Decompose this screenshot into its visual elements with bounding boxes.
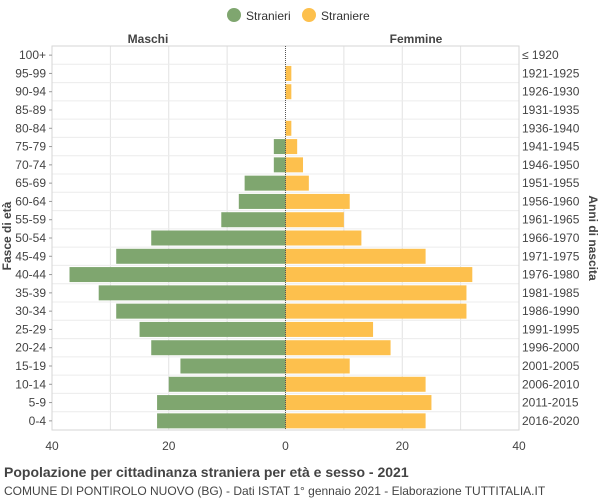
age-label: 25-29 [15, 322, 46, 336]
birth-year-label: 1941-1945 [522, 140, 580, 154]
birth-year-label: 1936-1940 [522, 121, 580, 135]
bar-male-35-39 [98, 285, 286, 301]
age-label: 55-59 [15, 213, 46, 227]
bar-male-40-44 [69, 267, 286, 283]
age-label: 80-84 [15, 121, 46, 135]
x-tick-label: 20 [396, 439, 410, 453]
birth-year-label: 2016-2020 [522, 414, 580, 428]
bar-female-25-29 [285, 321, 374, 337]
legend-label-straniere: Straniere [321, 9, 370, 23]
bar-male-75-79 [273, 139, 286, 155]
legend: Stranieri Straniere [227, 8, 370, 23]
legend-marker-straniere [302, 8, 316, 22]
age-label: 75-79 [15, 140, 46, 154]
bar-male-30-34 [116, 303, 286, 319]
bar-male-0-4 [157, 413, 286, 429]
bar-male-65-69 [244, 175, 286, 191]
age-group-labels: 100+ 95-99 90-94 85-89 80-84 75-79 70-74 65-69 6… [15, 48, 52, 428]
bar-female-10-14 [285, 376, 426, 392]
legend-label-stranieri: Stranieri [246, 9, 291, 23]
bar-female-80-84 [285, 120, 292, 136]
age-label: 65-69 [15, 176, 46, 190]
bars [69, 46, 473, 430]
bar-female-75-79 [285, 139, 298, 155]
birth-year-label: 1956-1960 [522, 194, 580, 208]
birth-year-label: 1996-2000 [522, 341, 580, 355]
age-label: 85-89 [15, 103, 46, 117]
bar-male-60-64 [238, 193, 286, 209]
birth-year-label: 1971-1975 [522, 249, 580, 263]
age-label: 35-39 [15, 286, 46, 300]
birth-year-label: 1921-1925 [522, 66, 580, 80]
age-label: 5-9 [29, 396, 47, 410]
chart-title: Popolazione per cittadinanza straniera p… [4, 464, 409, 480]
bar-female-5-9 [285, 395, 432, 411]
x-tick-labels: 40 20 0 20 40 [45, 439, 526, 453]
bar-female-35-39 [285, 285, 467, 301]
age-label: 70-74 [15, 158, 46, 172]
age-label: 45-49 [15, 249, 46, 263]
bar-male-50-54 [151, 230, 286, 246]
population-pyramid-chart: Stranieri Straniere Maschi Femmine Fasce… [0, 8, 600, 453]
bar-male-25-29 [139, 321, 286, 337]
birth-year-label: 2001-2005 [522, 359, 580, 373]
bar-female-30-34 [285, 303, 467, 319]
age-label: 95-99 [15, 66, 46, 80]
birth-year-label: 1926-1930 [522, 85, 580, 99]
legend-marker-stranieri [227, 8, 241, 22]
age-label: 10-14 [15, 377, 46, 391]
bar-male-70-74 [273, 157, 286, 173]
age-label: 50-54 [15, 231, 46, 245]
bar-male-55-59 [221, 212, 286, 228]
age-label: 40-44 [15, 268, 46, 282]
bar-female-15-19 [285, 358, 350, 374]
age-label: 15-19 [15, 359, 46, 373]
x-tick-label: 20 [162, 439, 176, 453]
birth-year-label: 1986-1990 [522, 304, 580, 318]
age-label: 90-94 [15, 85, 46, 99]
bar-female-55-59 [285, 212, 344, 228]
birth-year-label: 1991-1995 [522, 322, 580, 336]
birth-year-label: 1961-1965 [522, 213, 580, 227]
males-header: Maschi [128, 32, 169, 46]
bar-female-20-24 [285, 340, 391, 356]
bar-male-5-9 [157, 395, 286, 411]
bar-male-10-14 [168, 376, 286, 392]
bar-female-90-94 [285, 84, 292, 100]
age-label: 0-4 [29, 414, 47, 428]
birth-year-label: 1951-1955 [522, 176, 580, 190]
birth-year-label: 2006-2010 [522, 377, 580, 391]
bar-male-15-19 [180, 358, 286, 374]
birth-year-label: 1966-1970 [522, 231, 580, 245]
x-tick-label: 40 [512, 439, 526, 453]
birth-year-label: ≤ 1920 [522, 48, 559, 62]
x-tick-label: 0 [282, 439, 289, 453]
birth-year-label: 1946-1950 [522, 158, 580, 172]
bar-female-45-49 [285, 248, 426, 264]
y-axis-label-right: Anni di nascita [586, 195, 600, 281]
bar-female-65-69 [285, 175, 309, 191]
bar-female-70-74 [285, 157, 304, 173]
bar-female-40-44 [285, 267, 473, 283]
bar-female-0-4 [285, 413, 426, 429]
age-label: 20-24 [15, 341, 46, 355]
birth-year-label: 1981-1985 [522, 286, 580, 300]
birth-year-label: 2011-2015 [522, 396, 579, 410]
x-tick-label: 40 [45, 439, 59, 453]
bar-male-20-24 [151, 340, 286, 356]
bar-female-95-99 [285, 65, 292, 81]
chart-subtitle: COMUNE DI PONTIROLO NUOVO (BG) - Dati IS… [4, 484, 546, 498]
age-label: 60-64 [15, 194, 46, 208]
age-label: 100+ [19, 48, 46, 62]
bar-female-60-64 [285, 193, 350, 209]
birth-year-label: 1976-1980 [522, 268, 580, 282]
bar-female-50-54 [285, 230, 362, 246]
birth-year-labels: ≤ 1920 1921-1925 1926-1930 1931-1935 1936-19… [522, 48, 580, 428]
age-label: 30-34 [15, 304, 46, 318]
birth-year-label: 1931-1935 [522, 103, 580, 117]
females-header: Femmine [390, 32, 443, 46]
y-axis-label-left: Fasce di età [0, 201, 14, 270]
bar-male-45-49 [116, 248, 286, 264]
